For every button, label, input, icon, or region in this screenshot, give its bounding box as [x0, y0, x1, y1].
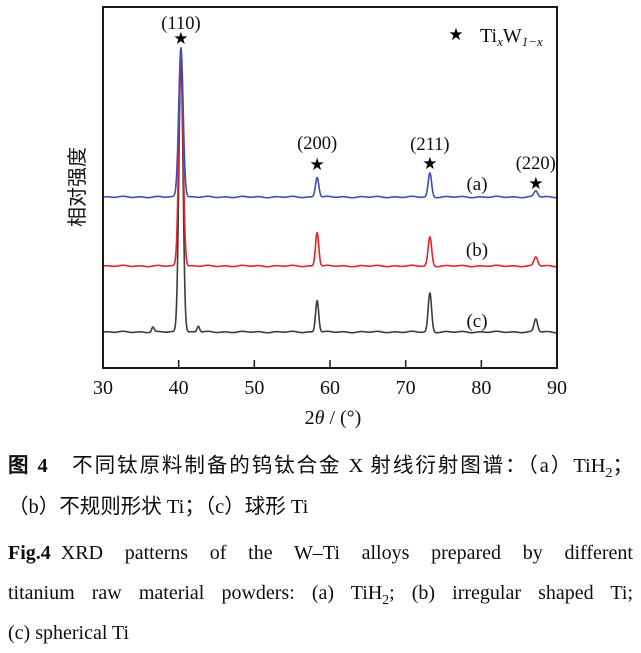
caption-line: Fig.4 XRD patterns of the W–Ti alloys pr… — [8, 533, 633, 573]
peak-star-icon-110: ★ — [173, 29, 188, 49]
caption-text: （b）不规则形状 Ti；（c）球形 Ti — [8, 496, 309, 518]
legend-star-icon: ★ — [448, 25, 463, 45]
caption-text: Fig.4 — [8, 542, 51, 564]
peak-label-220: (220) — [516, 154, 556, 174]
peak-star-icon-211: ★ — [422, 154, 437, 174]
series-label-c: (c) — [466, 311, 487, 332]
caption-text: titanium raw material powders: (a) TiH — [8, 582, 383, 604]
caption-line: (c) spherical Ti — [8, 613, 633, 653]
peak-label-211: (211) — [410, 135, 449, 155]
caption-line: titanium raw material powders: (a) TiH2;… — [8, 573, 633, 613]
caption-line: 图 4 不同钛原料制备的钨钛合金 X 射线衍射图谱：（a）TiH2； — [8, 446, 633, 487]
legend-formula: TixW1−x — [480, 25, 543, 49]
caption-text: 不同钛原料制备的钨钛合金 X 射线衍射图谱：（a）TiH — [47, 455, 606, 477]
caption-chinese: 图 4 不同钛原料制备的钨钛合金 X 射线衍射图谱：（a）TiH2； （b）不规则… — [8, 446, 633, 528]
x-tick-label-70: 70 — [396, 377, 416, 399]
peak-label-110: (110) — [161, 14, 200, 34]
caption-text: (c) spherical Ti — [8, 622, 130, 644]
series-label-b: (b) — [466, 240, 488, 261]
x-tick-label-50: 50 — [244, 377, 264, 399]
peak-star-icon-220: ★ — [528, 174, 543, 194]
x-tick-label-30: 30 — [93, 377, 113, 399]
y-axis-label: 相对强度 — [66, 147, 89, 227]
caption-text: ; (b) irregular shaped Ti; — [389, 582, 633, 604]
caption-text: XRD patterns of the W–Ti alloys prepared… — [50, 542, 633, 564]
caption-text: ； — [612, 455, 634, 477]
xrd-curve-a — [103, 46, 557, 199]
x-tick-label-90: 90 — [547, 377, 567, 399]
series-label-a: (a) — [466, 174, 487, 195]
caption-text: 图 4 — [8, 455, 48, 477]
x-tick-label-80: 80 — [471, 377, 491, 399]
x-tick-label-60: 60 — [320, 377, 340, 399]
peak-star-icon-200: ★ — [310, 155, 325, 175]
caption-line: （b）不规则形状 Ti；（c）球形 Ti — [8, 487, 633, 528]
plot-frame — [102, 6, 558, 369]
xrd-curve-b — [103, 51, 557, 268]
subscript-text: 2 — [605, 466, 613, 482]
caption-english: Fig.4 XRD patterns of the W–Ti alloys pr… — [8, 533, 633, 653]
x-tick-label-40: 40 — [169, 377, 189, 399]
peak-label-200: (200) — [297, 134, 337, 154]
subscript-text: 2 — [382, 592, 390, 607]
x-axis-label: 2θ / (°) — [305, 407, 362, 429]
